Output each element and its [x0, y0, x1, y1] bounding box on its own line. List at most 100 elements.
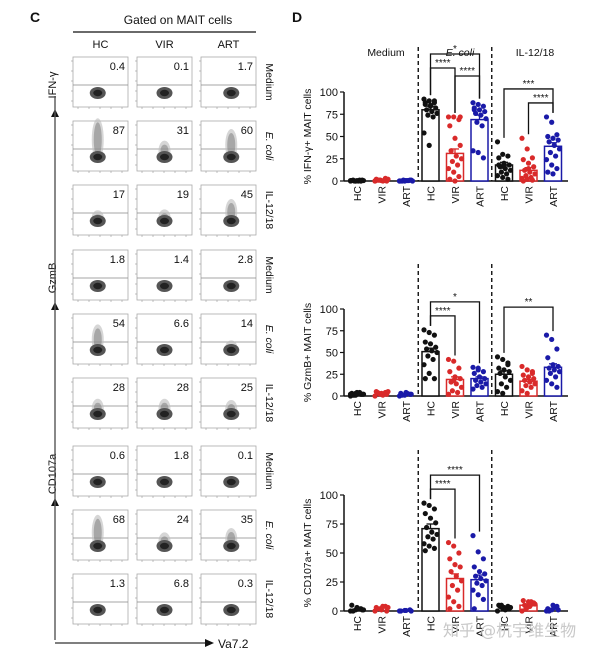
data-point — [531, 376, 537, 382]
data-point — [424, 524, 430, 531]
data-point — [429, 108, 435, 115]
data-point — [475, 549, 481, 555]
data-point — [476, 374, 483, 380]
data-point — [353, 178, 359, 184]
data-point — [483, 116, 489, 122]
data-point — [505, 362, 511, 368]
percent-value: 68 — [113, 514, 125, 526]
data-point — [554, 132, 560, 138]
data-point — [470, 148, 476, 154]
condition-label: Medium — [263, 256, 275, 294]
data-point — [452, 178, 458, 184]
y-tick-label: 75 — [326, 109, 338, 121]
data-point — [422, 548, 428, 554]
data-point — [482, 571, 488, 577]
significance-bracket: **** — [454, 66, 481, 113]
data-point — [360, 391, 367, 397]
y-tick-label: 0 — [332, 176, 338, 188]
data-point — [380, 603, 386, 609]
column-header-hc: HC — [93, 39, 109, 51]
data-point — [421, 327, 427, 333]
percent-value: 1.3 — [110, 578, 125, 590]
bracket-line — [429, 301, 481, 364]
x-tick-label: ART — [475, 615, 487, 636]
data-point — [424, 107, 430, 113]
group-header-il12-18: IL-12/18 — [516, 47, 555, 59]
bracket-line — [454, 75, 481, 113]
data-point — [426, 142, 432, 148]
flow-plot: 6.6 — [135, 313, 193, 366]
data-point — [457, 564, 463, 570]
data-point — [426, 98, 432, 104]
x-tick-label: VIR — [377, 186, 389, 204]
data-point — [507, 604, 514, 611]
data-point — [496, 155, 502, 161]
data-point — [529, 177, 536, 183]
y-tick-label: 100 — [320, 304, 338, 316]
data-point — [494, 139, 501, 145]
population-core — [160, 153, 169, 161]
population-core — [93, 89, 103, 97]
data-point — [480, 155, 486, 161]
data-point — [507, 377, 514, 383]
percent-value: 19 — [177, 189, 189, 201]
data-point — [505, 176, 511, 182]
data-point — [451, 599, 457, 605]
flow-plot: 0.1 — [199, 445, 257, 498]
y-tick-label: 25 — [326, 369, 338, 381]
data-point — [529, 155, 536, 161]
data-point — [553, 153, 559, 159]
flow-plot: 1.8 — [71, 249, 129, 302]
percent-value: 45 — [241, 189, 253, 201]
data-point — [448, 148, 454, 154]
data-point — [519, 363, 525, 370]
significance-bracket: ** — [503, 297, 554, 353]
data-point — [497, 370, 503, 376]
data-point — [494, 608, 501, 614]
data-point — [448, 568, 454, 575]
population-core — [160, 346, 169, 354]
data-point — [385, 176, 391, 182]
data-point — [478, 575, 484, 582]
data-point — [422, 100, 428, 106]
percent-value: 87 — [113, 125, 125, 137]
data-point — [403, 607, 409, 614]
flow-plot: 31 — [135, 120, 193, 173]
data-point — [554, 346, 560, 352]
percent-value: 0.1 — [174, 61, 189, 73]
percent-value: 60 — [241, 125, 253, 137]
data-point — [398, 608, 404, 614]
data-point — [445, 594, 452, 600]
data-point — [555, 607, 561, 613]
flow-plot: 25 — [199, 377, 257, 430]
significance-bracket: **** — [527, 93, 554, 135]
flow-plot: 1.8 — [135, 445, 193, 498]
percent-value: 28 — [113, 382, 125, 394]
y-tick-label: 25 — [326, 577, 338, 589]
data-point — [433, 520, 439, 526]
data-point — [425, 112, 431, 118]
data-point — [545, 355, 551, 361]
plot-frame — [72, 445, 129, 497]
data-point — [478, 379, 484, 385]
marker-label: CD107a — [47, 453, 59, 494]
data-point — [421, 130, 427, 136]
data-point — [528, 599, 534, 605]
flow-plot: 68 — [71, 509, 129, 562]
data-point — [445, 356, 452, 363]
data-point — [431, 98, 437, 104]
data-point — [505, 153, 511, 159]
percent-value: 35 — [241, 514, 253, 526]
data-point — [556, 146, 563, 152]
data-point — [480, 596, 486, 603]
data-point — [451, 543, 457, 549]
flow-plot: 24 — [135, 509, 193, 562]
data-point — [447, 606, 453, 612]
data-point — [451, 169, 457, 175]
bracket-line — [503, 88, 554, 138]
data-point — [471, 370, 477, 376]
data-point — [455, 162, 461, 168]
flow-plot: 60 — [199, 120, 257, 173]
significance-bracket: **** — [429, 479, 456, 539]
data-point — [355, 606, 361, 612]
